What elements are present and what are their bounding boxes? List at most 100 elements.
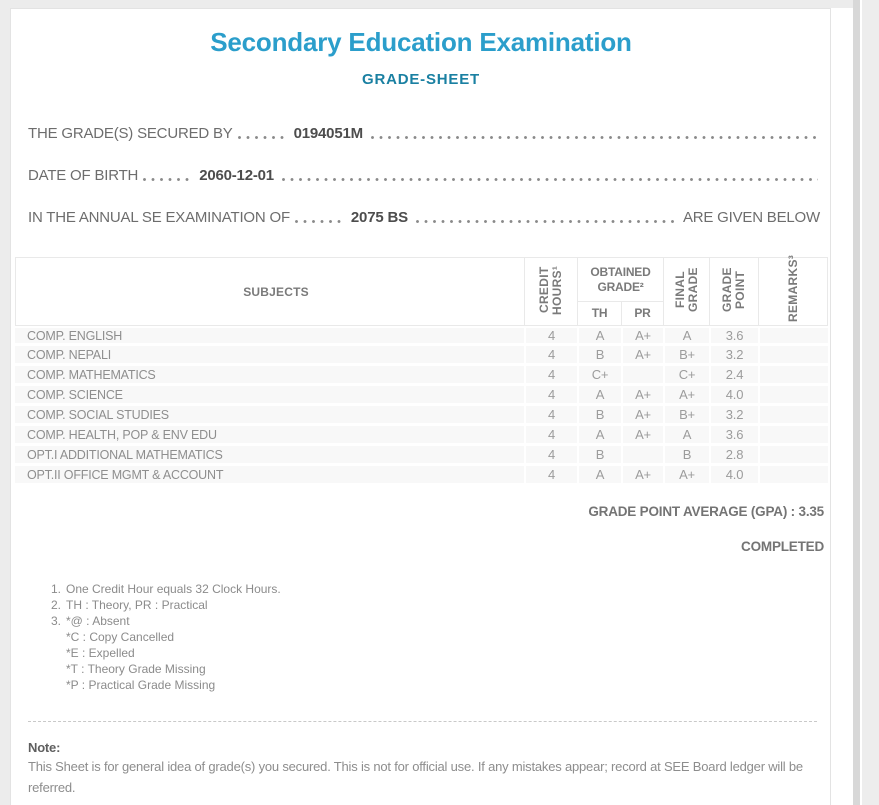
- footnote-line: 3. *@ : Absent: [45, 613, 827, 629]
- date-of-birth-value: 2060-12-01: [199, 167, 274, 184]
- cell-th: B: [577, 406, 621, 426]
- footnote-line: *E : Expelled: [45, 645, 827, 661]
- cell-subject: COMP. SOCIAL STUDIES: [15, 406, 524, 426]
- cell-remarks: [758, 326, 829, 346]
- candidate-info: THE GRADE(S) SECURED BY 0194051M DATE OF…: [28, 125, 820, 227]
- cell-pr: A+: [621, 426, 664, 446]
- cell-credit: 4: [524, 426, 577, 446]
- are-given-below-label: ARE GIVEN BELOW: [682, 209, 820, 226]
- table-row: COMP. SOCIAL STUDIES 4 B A+ B+ 3.2: [15, 406, 829, 426]
- table-row: COMP. NEPALI 4 B A+ B+ 3.2: [15, 346, 829, 366]
- cell-th: A: [577, 466, 621, 486]
- cell-final: A+: [663, 466, 710, 486]
- note-body: This Sheet is for general idea of grade(…: [28, 759, 803, 795]
- cell-pr: A+: [621, 346, 664, 366]
- table-row: COMP. SCIENCE 4 A A+ A+ 4.0: [15, 386, 829, 406]
- cell-final: B: [663, 446, 710, 466]
- cell-subject: COMP. MATHEMATICS: [15, 366, 524, 386]
- cell-th: B: [577, 346, 621, 366]
- column-header-remarks: REMARKS³: [758, 255, 829, 326]
- cell-remarks: [758, 426, 829, 446]
- footnote-line: 2. TH : Theory, PR : Practical: [45, 597, 827, 613]
- cell-subject: COMP. SCIENCE: [15, 386, 524, 406]
- footnote-text: *T : Theory Grade Missing: [66, 662, 206, 676]
- grades-table: SUBJECTS CREDIT HOURS¹ OBTAINED GRADE² F…: [15, 255, 829, 486]
- cell-final: A+: [663, 386, 710, 406]
- cell-point: 2.4: [709, 366, 759, 386]
- cell-remarks: [758, 366, 829, 386]
- cell-th: A: [577, 386, 621, 406]
- cell-subject: OPT.I ADDITIONAL MATHEMATICS: [15, 446, 524, 466]
- page-margin-top: [0, 0, 853, 8]
- footnote-text: *E : Expelled: [66, 646, 135, 660]
- cell-subject: COMP. HEALTH, POP & ENV EDU: [15, 426, 524, 446]
- cell-credit: 4: [524, 326, 577, 346]
- cell-final: B+: [663, 406, 710, 426]
- cell-subject: COMP. ENGLISH: [15, 326, 524, 346]
- cell-subject: COMP. NEPALI: [15, 346, 524, 366]
- date-of-birth-label: DATE OF BIRTH: [28, 167, 139, 184]
- cell-point: 3.6: [709, 326, 759, 346]
- table-row: COMP. HEALTH, POP & ENV EDU 4 A A+ A 3.6: [15, 426, 829, 446]
- cell-credit: 4: [524, 386, 577, 406]
- scrollbar-track[interactable]: [862, 0, 879, 805]
- table-row: OPT.I ADDITIONAL MATHEMATICS 4 B B 2.8: [15, 446, 829, 466]
- column-header-final-grade: FINAL GRADE: [663, 257, 710, 326]
- cell-remarks: [758, 386, 829, 406]
- table-row: OPT.II OFFICE MGMT & ACCOUNT 4 A A+ A+ 4.0: [15, 466, 829, 486]
- grades-secured-label: THE GRADE(S) SECURED BY: [28, 125, 233, 142]
- cell-credit: 4: [524, 366, 577, 386]
- cell-credit: 4: [524, 346, 577, 366]
- cell-credit: 4: [524, 406, 577, 426]
- dot-leader: [414, 215, 676, 225]
- footnotes-list: 1. One Credit Hour equals 32 Clock Hours.…: [15, 581, 827, 693]
- cell-th: A: [577, 426, 621, 446]
- date-of-birth-line: DATE OF BIRTH 2060-12-01: [28, 167, 820, 185]
- dot-leader: [293, 215, 346, 225]
- dot-leader: [142, 173, 195, 183]
- cell-remarks: [758, 406, 829, 426]
- dashed-divider: [28, 721, 817, 722]
- column-header-theory: TH: [577, 301, 621, 326]
- cell-final: A: [663, 326, 710, 346]
- grade-sheet-card: Secondary Education Examination GRADE-SH…: [10, 8, 831, 805]
- exam-year-line: IN THE ANNUAL SE EXAMINATION OF 2075 BS …: [28, 209, 820, 227]
- scrollbar[interactable]: [853, 0, 860, 805]
- footnote-line: *T : Theory Grade Missing: [45, 661, 827, 677]
- footnote-number: [45, 629, 61, 645]
- cell-final: A: [663, 426, 710, 446]
- table-row: COMP. ENGLISH 4 A A+ A 3.6: [15, 326, 829, 346]
- footnote-text: One Credit Hour equals 32 Clock Hours.: [66, 582, 281, 596]
- table-row: COMP. MATHEMATICS 4 C+ C+ 2.4: [15, 366, 829, 386]
- column-header-credit-hours: CREDIT HOURS¹: [524, 257, 577, 326]
- footnote-number: [45, 677, 61, 693]
- page-title: Secondary Education Examination: [210, 27, 632, 57]
- cell-pr: A+: [621, 326, 664, 346]
- page-margin-left: [0, 0, 10, 805]
- cell-point: 2.8: [709, 446, 759, 466]
- footnote-line: 1. One Credit Hour equals 32 Clock Hours.: [45, 581, 827, 597]
- column-header-obtained-grade: OBTAINED GRADE²: [577, 257, 664, 302]
- cell-th: A: [577, 326, 621, 346]
- dot-leader: [280, 173, 818, 183]
- footnote-number: [45, 645, 61, 661]
- column-header-subjects: SUBJECTS: [15, 257, 524, 326]
- cell-point: 3.6: [709, 426, 759, 446]
- cell-pr: A+: [621, 386, 664, 406]
- footnote-text: *@ : Absent: [66, 614, 130, 628]
- cell-subject: OPT.II OFFICE MGMT & ACCOUNT: [15, 466, 524, 486]
- footnote-line: *C : Copy Cancelled: [45, 629, 827, 645]
- footnote-number: 3.: [50, 614, 61, 628]
- cell-point: 4.0: [709, 386, 759, 406]
- cell-final: B+: [663, 346, 710, 366]
- footnote-number: [45, 661, 61, 677]
- exam-year-label: IN THE ANNUAL SE EXAMINATION OF: [28, 209, 290, 226]
- note-title: Note:: [28, 740, 61, 755]
- gpa-total: GRADE POINT AVERAGE (GPA) : 3.35: [588, 504, 824, 519]
- cell-th: B: [577, 446, 621, 466]
- dot-leader: [236, 131, 289, 141]
- cell-th: C+: [577, 366, 621, 386]
- grades-secured-line: THE GRADE(S) SECURED BY 0194051M: [28, 125, 820, 143]
- footnote-number: 1.: [50, 582, 61, 596]
